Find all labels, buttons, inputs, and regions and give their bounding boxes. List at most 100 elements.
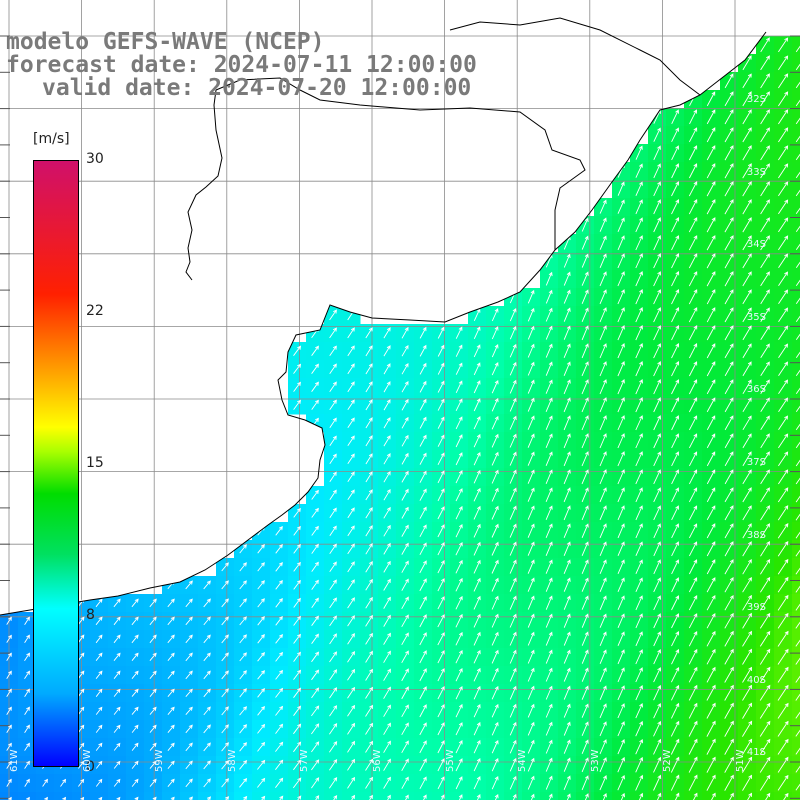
wind-arrow-icon xyxy=(688,595,698,611)
wind-arrow-icon xyxy=(689,541,698,557)
wind-arrow-icon xyxy=(653,181,661,197)
wind-arrow-icon xyxy=(795,567,800,575)
wind-arrow-icon xyxy=(742,541,752,557)
wind-arrow-icon xyxy=(795,63,800,71)
wind-arrow-icon xyxy=(599,541,607,556)
wind-arrow-icon xyxy=(760,559,771,575)
wind-arrow-icon xyxy=(239,562,247,572)
wind-arrow-icon xyxy=(777,558,789,575)
wind-arrow-icon xyxy=(653,145,661,160)
wind-arrow-icon xyxy=(777,648,789,665)
wind-arrow-icon xyxy=(671,289,680,305)
wind-arrow-icon xyxy=(473,776,481,790)
wind-arrow-icon xyxy=(688,235,698,251)
wind-arrow-icon xyxy=(742,720,753,737)
wind-arrow-icon xyxy=(347,740,355,753)
wind-arrow-icon xyxy=(635,756,644,773)
wind-arrow-icon xyxy=(491,739,499,754)
lat-label: 41S xyxy=(746,747,766,758)
wind-arrow-icon xyxy=(674,792,680,800)
wind-arrow-icon xyxy=(563,721,571,736)
wind-arrow-icon xyxy=(617,685,625,701)
wind-arrow-icon xyxy=(6,724,12,733)
wind-arrow-icon xyxy=(724,271,734,287)
wind-cell xyxy=(792,702,800,721)
wind-arrow-icon xyxy=(437,686,445,700)
wind-arrow-icon xyxy=(293,687,302,698)
colorbar-tick-15: 15 xyxy=(86,455,104,471)
wind-arrow-icon xyxy=(581,451,589,467)
wind-arrow-icon xyxy=(437,668,445,682)
wind-arrow-icon xyxy=(347,417,355,429)
wind-arrow-icon xyxy=(599,523,607,539)
wind-arrow-icon xyxy=(257,634,265,644)
wind-arrow-icon xyxy=(113,616,121,626)
model-title: modelo GEFS-WAVE (NCEP) xyxy=(6,29,325,55)
wind-arrow-icon xyxy=(347,525,355,537)
wind-arrow-icon xyxy=(777,774,789,791)
wind-arrow-icon xyxy=(401,488,409,501)
wind-arrow-icon xyxy=(491,541,499,556)
wind-arrow-icon xyxy=(311,741,320,753)
wind-arrow-icon xyxy=(383,704,391,717)
wind-arrow-icon xyxy=(599,415,607,431)
wind-arrow-icon xyxy=(185,652,193,662)
wind-arrow-icon xyxy=(203,598,211,608)
wind-arrow-icon xyxy=(383,345,391,357)
wind-arrow-icon xyxy=(689,505,698,521)
wind-arrow-icon xyxy=(455,416,463,430)
wind-arrow-icon xyxy=(527,685,535,700)
wind-arrow-icon xyxy=(545,631,553,646)
country-border xyxy=(185,17,701,281)
wind-arrow-icon xyxy=(257,759,266,770)
wind-arrow-icon xyxy=(795,261,800,269)
wind-arrow-icon xyxy=(527,739,535,754)
wind-arrow-icon xyxy=(599,379,607,395)
wind-arrow-icon xyxy=(77,742,85,751)
wind-arrow-icon xyxy=(333,795,338,800)
wind-arrow-icon xyxy=(437,380,445,393)
wind-arrow-icon xyxy=(635,685,643,701)
wind-arrow-icon xyxy=(185,688,193,697)
wind-arrow-icon xyxy=(778,379,789,395)
wind-arrow-icon xyxy=(653,217,661,233)
wind-arrow-icon xyxy=(759,756,771,773)
wind-arrow-icon xyxy=(329,615,337,627)
wind-arrow-icon xyxy=(365,381,373,393)
wind-arrow-icon xyxy=(653,523,661,539)
wind-arrow-icon xyxy=(671,469,679,485)
wind-arrow-icon xyxy=(311,381,319,392)
wind-arrow-icon xyxy=(760,217,770,233)
wind-arrow-icon xyxy=(742,397,752,413)
wind-arrow-icon xyxy=(239,706,248,716)
wind-arrow-icon xyxy=(706,235,716,251)
wind-arrow-icon xyxy=(329,669,338,681)
wind-arrow-icon xyxy=(617,649,625,665)
wind-arrow-icon xyxy=(724,576,734,593)
wind-arrow-icon xyxy=(473,577,481,592)
wind-cell xyxy=(792,288,800,307)
wind-arrow-icon xyxy=(724,469,734,485)
wind-arrow-icon xyxy=(724,756,734,773)
wind-arrow-icon xyxy=(437,776,445,790)
wind-arrow-icon xyxy=(293,741,302,753)
wind-arrow-icon xyxy=(742,612,752,629)
wind-arrow-icon xyxy=(113,778,121,787)
wind-arrow-icon xyxy=(671,631,680,647)
wind-arrow-icon xyxy=(365,399,373,411)
lon-label: 57W xyxy=(299,749,310,772)
wind-arrow-icon xyxy=(257,687,265,698)
wind-arrow-icon xyxy=(509,505,517,520)
wind-arrow-icon xyxy=(795,531,800,539)
wind-arrow-icon xyxy=(401,776,409,789)
wind-arrow-icon xyxy=(257,616,265,626)
wind-arrow-icon xyxy=(760,451,770,467)
wind-arrow-icon xyxy=(329,363,337,375)
wind-arrow-icon xyxy=(203,616,211,626)
wind-arrow-icon xyxy=(293,597,301,608)
wind-arrow-icon xyxy=(221,562,229,572)
wind-cell xyxy=(792,594,800,613)
wind-arrow-icon xyxy=(473,326,481,339)
wind-arrow-icon xyxy=(724,235,734,251)
wind-arrow-icon xyxy=(635,235,643,251)
